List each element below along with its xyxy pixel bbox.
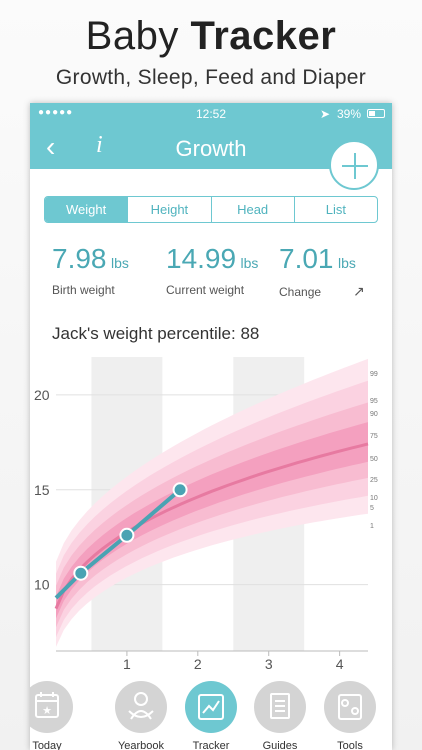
growth-chart: 10 15 20 1 2 3 4 99 95 90 75 50 25 10 5 1 — [34, 357, 378, 672]
tools-icon — [324, 681, 376, 733]
percentile-label: 5 — [370, 505, 374, 512]
x-tick-label: 1 — [123, 656, 131, 672]
tab-label: Tracker — [192, 740, 230, 750]
stat-unit: lbs — [110, 255, 129, 271]
stat-change: 7.01 lbs Change ↗ — [279, 243, 365, 299]
stat-label: Current weight — [166, 283, 245, 297]
segment-head[interactable]: Head — [210, 197, 294, 222]
stat-label: Birth weight — [52, 283, 115, 297]
signal-indicator: ●●●●● — [38, 107, 74, 118]
percentile-label: 99 — [370, 371, 378, 378]
tab-tracker[interactable]: Tracker — [181, 681, 241, 750]
percentile-label: 95 — [370, 398, 378, 405]
phone-screen: ●●●●● 12:52 ➤ 39% ‹ i Growth Weight Heig… — [30, 103, 392, 750]
tab-label: Yearbook — [117, 740, 165, 750]
page-title: Growth — [175, 136, 247, 161]
stat-unit: lbs — [240, 255, 259, 271]
data-point — [172, 482, 188, 498]
y-tick-label: 20 — [34, 387, 50, 403]
stat-current-weight: 14.99 lbs Current weight — [166, 243, 259, 297]
percentile-label: 1 — [370, 523, 374, 530]
svg-text:★: ★ — [42, 704, 52, 717]
battery-icon — [367, 109, 385, 118]
promo-title-bold: Tracker — [190, 14, 337, 58]
y-tick-label: 10 — [34, 577, 50, 593]
data-point — [119, 527, 135, 543]
status-bar: ●●●●● 12:52 ➤ 39% — [30, 103, 392, 125]
percentile-label: 10 — [370, 495, 378, 502]
x-tick-label: 4 — [336, 656, 344, 672]
promo-subtitle: Growth, Sleep, Feed and Diaper — [55, 66, 367, 89]
segment-control: Weight Height Head List — [44, 196, 378, 223]
median-line — [54, 442, 369, 610]
tab-label: Today — [32, 740, 62, 750]
x-tick-label: 2 — [194, 656, 202, 672]
segment-list[interactable]: List — [293, 197, 377, 222]
y-tick-label: 15 — [34, 482, 50, 498]
tab-label: Tools — [337, 740, 363, 750]
document-icon — [254, 681, 306, 733]
data-point — [73, 565, 89, 581]
weight-series-line — [54, 488, 182, 600]
stat-unit: lbs — [337, 255, 356, 271]
percentile-text: Jack's weight percentile: 88 — [52, 324, 260, 343]
stat-label-text: Change — [279, 285, 322, 299]
percentile-label: 25 — [370, 477, 378, 484]
info-button[interactable]: i — [96, 132, 103, 158]
tab-tools[interactable]: Tools — [320, 681, 380, 750]
tab-label: Guides — [262, 740, 298, 750]
tab-today[interactable]: ★ Today — [30, 681, 77, 750]
baby-icon — [115, 681, 167, 733]
chart-icon — [185, 681, 237, 733]
promo-title-light: Baby — [85, 14, 179, 58]
stat-value: 7.98 — [52, 243, 107, 274]
stat-value: 7.01 — [279, 243, 334, 274]
stat-label: Change ↗ — [279, 283, 365, 300]
chevron-left-icon[interactable]: ‹ — [46, 131, 56, 162]
trend-arrow-icon: ↗ — [353, 283, 365, 299]
percentile-label: 90 — [370, 411, 378, 418]
location-icon: ➤ — [320, 107, 331, 121]
calendar-icon: ★ — [30, 681, 73, 733]
add-entry-button[interactable] — [329, 140, 379, 190]
tab-yearbook[interactable]: Yearbook — [111, 681, 171, 750]
stat-birth-weight: 7.98 lbs Birth weight — [52, 243, 129, 297]
percentile-label: 75 — [370, 433, 378, 440]
percentile-label: 50 — [370, 456, 378, 463]
segment-height[interactable]: Height — [127, 197, 210, 222]
battery-percent: 39% — [337, 107, 362, 121]
status-time: 12:52 — [195, 107, 227, 121]
percentile-band — [56, 422, 368, 619]
tab-bar: ★ Today Yearbook Tracker Guides — [30, 676, 392, 750]
segment-weight[interactable]: Weight — [45, 197, 128, 222]
tab-guides[interactable]: Guides — [250, 681, 310, 750]
promo-title: Baby Tracker — [0, 14, 422, 59]
x-tick-label: 3 — [265, 656, 273, 672]
stat-value: 14.99 — [166, 243, 237, 274]
